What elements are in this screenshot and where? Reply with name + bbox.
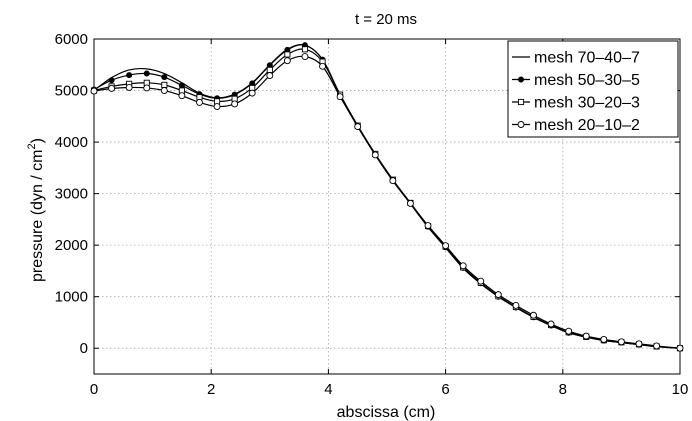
data-point (301, 53, 309, 60)
series-4 (90, 53, 684, 352)
data-point (266, 66, 273, 73)
y-axis-label: pressure (dyn / cm2) (26, 138, 46, 282)
x-tick-label: 4 (324, 381, 332, 398)
series-line (93, 55, 681, 349)
data-point (406, 199, 414, 207)
y-axis-label-close: ) (29, 138, 46, 143)
y-tick-label: 0 (80, 340, 88, 357)
data-point (125, 83, 133, 91)
legend-box (507, 40, 679, 138)
data-point (178, 82, 185, 89)
x-tick-label: 0 (90, 381, 98, 398)
data-point (354, 123, 362, 131)
legend-label: mesh 70–40–7 (534, 50, 640, 67)
legend-marker (517, 121, 525, 128)
data-point (283, 57, 291, 65)
data-point (653, 342, 661, 350)
data-point (617, 338, 625, 346)
data-point (371, 151, 379, 159)
data-point (565, 327, 573, 335)
data-point (266, 72, 274, 80)
data-point (676, 344, 684, 352)
data-point (161, 81, 168, 88)
x-tick-label: 10 (672, 381, 689, 398)
x-tick-label: 6 (441, 381, 449, 398)
data-point (248, 89, 256, 97)
x-tick-label: 8 (559, 381, 567, 398)
data-point (635, 340, 643, 348)
data-point (178, 92, 186, 100)
data-point (213, 103, 221, 110)
data-point (108, 77, 115, 84)
y-tick-label: 2000 (55, 237, 88, 254)
y-axis-label-superscript: 2 (26, 143, 38, 149)
x-tick-label: 2 (207, 381, 215, 398)
data-series (90, 42, 684, 352)
y-tick-label: 1000 (55, 289, 88, 306)
y-tick-label: 3000 (55, 186, 88, 203)
data-point (336, 93, 344, 101)
legend-marker (518, 76, 525, 83)
legend: mesh 70–40–7 mesh 50–30–5 mesh 30–20–3 mesh… (507, 40, 679, 138)
data-point (424, 222, 432, 230)
chart-title: t = 20 ms (355, 11, 417, 28)
y-tick-label: 4000 (55, 134, 88, 151)
data-point (90, 87, 98, 95)
legend-label: mesh 20–10–2 (534, 117, 640, 134)
data-point (301, 46, 309, 53)
data-point (108, 85, 116, 92)
data-point (126, 72, 133, 79)
data-point (442, 242, 450, 250)
data-point (547, 320, 555, 328)
legend-marker (517, 98, 525, 106)
data-point (196, 98, 203, 106)
data-point (530, 311, 537, 319)
data-point (161, 74, 168, 81)
data-point (582, 332, 590, 340)
data-point (143, 70, 150, 77)
data-point (600, 336, 608, 343)
data-point (494, 291, 502, 299)
data-point (459, 262, 467, 270)
y-tick-label: 5000 (55, 83, 88, 100)
plot-area (93, 38, 681, 375)
x-axis-label: abscissa (cm) (337, 404, 436, 421)
data-point (231, 100, 239, 108)
y-axis-label-main: pressure (dyn / cm (29, 149, 46, 281)
data-point (477, 277, 485, 285)
data-point (160, 87, 168, 94)
data-point (143, 84, 151, 92)
data-point (389, 177, 397, 185)
y-tick-label: 6000 (55, 31, 88, 48)
data-point (284, 51, 291, 58)
data-point (512, 302, 520, 309)
legend-label: mesh 30–20–3 (534, 95, 640, 112)
legend-label: mesh 50–30–5 (534, 72, 640, 89)
data-point (319, 62, 326, 70)
